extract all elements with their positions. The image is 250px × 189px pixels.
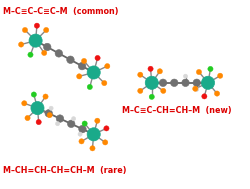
Circle shape bbox=[183, 74, 187, 78]
Circle shape bbox=[214, 91, 219, 96]
Circle shape bbox=[49, 106, 53, 110]
Circle shape bbox=[104, 64, 110, 69]
Circle shape bbox=[159, 79, 166, 87]
Circle shape bbox=[55, 122, 60, 126]
Circle shape bbox=[76, 74, 82, 79]
Circle shape bbox=[102, 140, 108, 145]
Text: M–CH=CH–CH=CH–M  (rare): M–CH=CH–CH=CH–M (rare) bbox=[3, 166, 126, 175]
Circle shape bbox=[28, 52, 33, 57]
Circle shape bbox=[201, 76, 214, 89]
Circle shape bbox=[29, 34, 42, 47]
Circle shape bbox=[34, 23, 40, 28]
Circle shape bbox=[43, 43, 51, 51]
Text: M–C≡C–C≡C–M  (common): M–C≡C–C≡C–M (common) bbox=[3, 7, 118, 16]
Circle shape bbox=[78, 132, 82, 136]
Circle shape bbox=[81, 58, 86, 64]
Circle shape bbox=[137, 88, 142, 94]
Circle shape bbox=[71, 117, 75, 121]
Circle shape bbox=[45, 110, 52, 117]
Circle shape bbox=[78, 62, 86, 70]
Circle shape bbox=[42, 50, 47, 56]
Text: M–C≡C–CH=CH–M  (new): M–C≡C–CH=CH–M (new) bbox=[121, 106, 230, 115]
Circle shape bbox=[87, 128, 100, 141]
Circle shape bbox=[78, 139, 84, 144]
Circle shape bbox=[47, 112, 52, 118]
Circle shape bbox=[192, 86, 197, 91]
Circle shape bbox=[36, 119, 41, 125]
Circle shape bbox=[148, 94, 154, 99]
Circle shape bbox=[94, 118, 100, 123]
Circle shape bbox=[22, 101, 27, 106]
Circle shape bbox=[67, 120, 75, 128]
Circle shape bbox=[31, 101, 44, 115]
Circle shape bbox=[56, 115, 64, 122]
Circle shape bbox=[196, 69, 201, 75]
Circle shape bbox=[87, 84, 92, 90]
Circle shape bbox=[217, 73, 222, 78]
Circle shape bbox=[101, 81, 106, 86]
Circle shape bbox=[137, 72, 142, 77]
Circle shape bbox=[170, 79, 177, 87]
Circle shape bbox=[90, 146, 95, 151]
Circle shape bbox=[207, 66, 212, 72]
Circle shape bbox=[192, 79, 200, 87]
Circle shape bbox=[31, 92, 36, 97]
Circle shape bbox=[87, 66, 100, 79]
Circle shape bbox=[78, 125, 86, 133]
Circle shape bbox=[201, 94, 206, 99]
Circle shape bbox=[94, 55, 100, 61]
Circle shape bbox=[66, 56, 74, 64]
Circle shape bbox=[18, 42, 24, 47]
Circle shape bbox=[43, 94, 48, 99]
Circle shape bbox=[194, 87, 198, 91]
Circle shape bbox=[22, 27, 28, 33]
Circle shape bbox=[25, 115, 30, 121]
Circle shape bbox=[156, 69, 162, 74]
Circle shape bbox=[44, 27, 49, 33]
Circle shape bbox=[145, 76, 158, 89]
Circle shape bbox=[147, 66, 152, 71]
Circle shape bbox=[160, 88, 165, 94]
Circle shape bbox=[104, 126, 108, 131]
Circle shape bbox=[181, 79, 188, 87]
Circle shape bbox=[82, 121, 87, 126]
Circle shape bbox=[55, 50, 62, 57]
